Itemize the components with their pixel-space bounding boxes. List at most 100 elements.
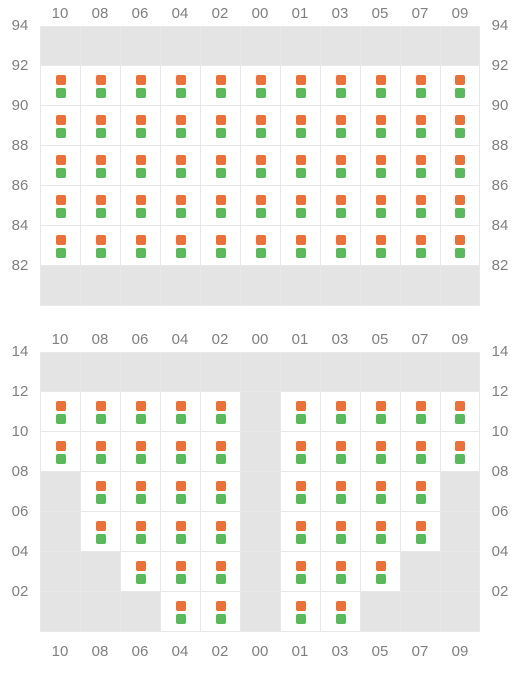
rack-cell[interactable]: [120, 392, 160, 432]
rack-cell[interactable]: [200, 552, 240, 592]
rack-cell[interactable]: [160, 472, 200, 512]
rack-cell[interactable]: [280, 512, 320, 552]
rack-cell[interactable]: [360, 146, 400, 186]
rack-cell[interactable]: [240, 226, 280, 266]
rack-cell[interactable]: [200, 146, 240, 186]
rack-cell[interactable]: [40, 106, 80, 146]
rack-cell[interactable]: [120, 226, 160, 266]
rack-cell[interactable]: [240, 146, 280, 186]
rack-cell[interactable]: [40, 226, 80, 266]
rack-cell[interactable]: [40, 146, 80, 186]
rack-cell[interactable]: [80, 432, 120, 472]
rack-cell[interactable]: [320, 472, 360, 512]
rack-cell[interactable]: [120, 186, 160, 226]
rack-cell[interactable]: [160, 592, 200, 632]
rack-cell[interactable]: [320, 392, 360, 432]
rack-cell[interactable]: [320, 512, 360, 552]
rack-cell[interactable]: [120, 512, 160, 552]
rack-cell[interactable]: [360, 512, 400, 552]
rack-cell[interactable]: [360, 226, 400, 266]
rack-cell[interactable]: [280, 146, 320, 186]
rack-cell[interactable]: [360, 186, 400, 226]
rack-cell[interactable]: [400, 186, 440, 226]
rack-cell[interactable]: [400, 146, 440, 186]
rack-cell[interactable]: [280, 432, 320, 472]
rack-cell[interactable]: [200, 66, 240, 106]
rack-cell[interactable]: [240, 66, 280, 106]
rack-cell[interactable]: [200, 512, 240, 552]
rack-cell[interactable]: [200, 226, 240, 266]
rack-cell[interactable]: [320, 66, 360, 106]
rack-cell[interactable]: [200, 392, 240, 432]
rack-cell[interactable]: [400, 472, 440, 512]
rack-cell[interactable]: [80, 66, 120, 106]
rack-cell[interactable]: [280, 472, 320, 512]
rack-cell[interactable]: [120, 106, 160, 146]
rack-cell[interactable]: [400, 226, 440, 266]
rack-cell[interactable]: [120, 146, 160, 186]
rack-cell[interactable]: [160, 106, 200, 146]
rack-cell[interactable]: [80, 472, 120, 512]
rack-cell[interactable]: [440, 106, 480, 146]
rack-cell[interactable]: [40, 432, 80, 472]
rack-cell[interactable]: [320, 432, 360, 472]
rack-cell[interactable]: [240, 186, 280, 226]
rack-cell[interactable]: [400, 392, 440, 432]
rack-cell[interactable]: [400, 66, 440, 106]
rack-cell[interactable]: [360, 472, 400, 512]
rack-cell[interactable]: [160, 392, 200, 432]
rack-cell[interactable]: [400, 106, 440, 146]
rack-cell[interactable]: [440, 146, 480, 186]
rack-cell[interactable]: [360, 106, 400, 146]
rack-cell[interactable]: [280, 392, 320, 432]
rack-cell[interactable]: [80, 512, 120, 552]
rack-cell[interactable]: [360, 432, 400, 472]
rack-cell[interactable]: [400, 432, 440, 472]
rack-cell[interactable]: [280, 106, 320, 146]
rack-cell[interactable]: [40, 186, 80, 226]
rack-cell[interactable]: [360, 392, 400, 432]
rack-cell[interactable]: [280, 226, 320, 266]
rack-cell[interactable]: [160, 186, 200, 226]
rack-cell[interactable]: [160, 552, 200, 592]
rack-cell[interactable]: [320, 106, 360, 146]
rack-cell[interactable]: [200, 472, 240, 512]
rack-cell[interactable]: [200, 432, 240, 472]
rack-cell[interactable]: [320, 186, 360, 226]
rack-cell[interactable]: [320, 592, 360, 632]
rack-cell[interactable]: [80, 392, 120, 432]
rack-cell[interactable]: [80, 186, 120, 226]
rack-cell[interactable]: [160, 432, 200, 472]
rack-cell[interactable]: [80, 106, 120, 146]
rack-cell[interactable]: [160, 146, 200, 186]
rack-cell[interactable]: [440, 432, 480, 472]
rack-cell[interactable]: [320, 146, 360, 186]
rack-cell[interactable]: [160, 512, 200, 552]
rack-cell[interactable]: [200, 592, 240, 632]
rack-cell[interactable]: [280, 66, 320, 106]
rack-cell[interactable]: [120, 472, 160, 512]
rack-cell[interactable]: [440, 186, 480, 226]
rack-cell[interactable]: [160, 226, 200, 266]
rack-cell[interactable]: [360, 66, 400, 106]
rack-cell[interactable]: [400, 512, 440, 552]
rack-cell[interactable]: [440, 226, 480, 266]
rack-cell[interactable]: [120, 66, 160, 106]
rack-cell[interactable]: [280, 186, 320, 226]
rack-cell[interactable]: [200, 106, 240, 146]
rack-cell[interactable]: [120, 432, 160, 472]
rack-cell[interactable]: [280, 552, 320, 592]
rack-cell[interactable]: [440, 392, 480, 432]
rack-cell[interactable]: [320, 226, 360, 266]
rack-cell[interactable]: [280, 592, 320, 632]
rack-cell[interactable]: [120, 552, 160, 592]
rack-cell[interactable]: [80, 146, 120, 186]
rack-cell[interactable]: [200, 186, 240, 226]
rack-cell[interactable]: [80, 226, 120, 266]
rack-cell[interactable]: [240, 106, 280, 146]
rack-cell[interactable]: [160, 66, 200, 106]
rack-cell[interactable]: [40, 66, 80, 106]
rack-cell[interactable]: [360, 552, 400, 592]
rack-cell[interactable]: [40, 392, 80, 432]
rack-cell[interactable]: [440, 66, 480, 106]
